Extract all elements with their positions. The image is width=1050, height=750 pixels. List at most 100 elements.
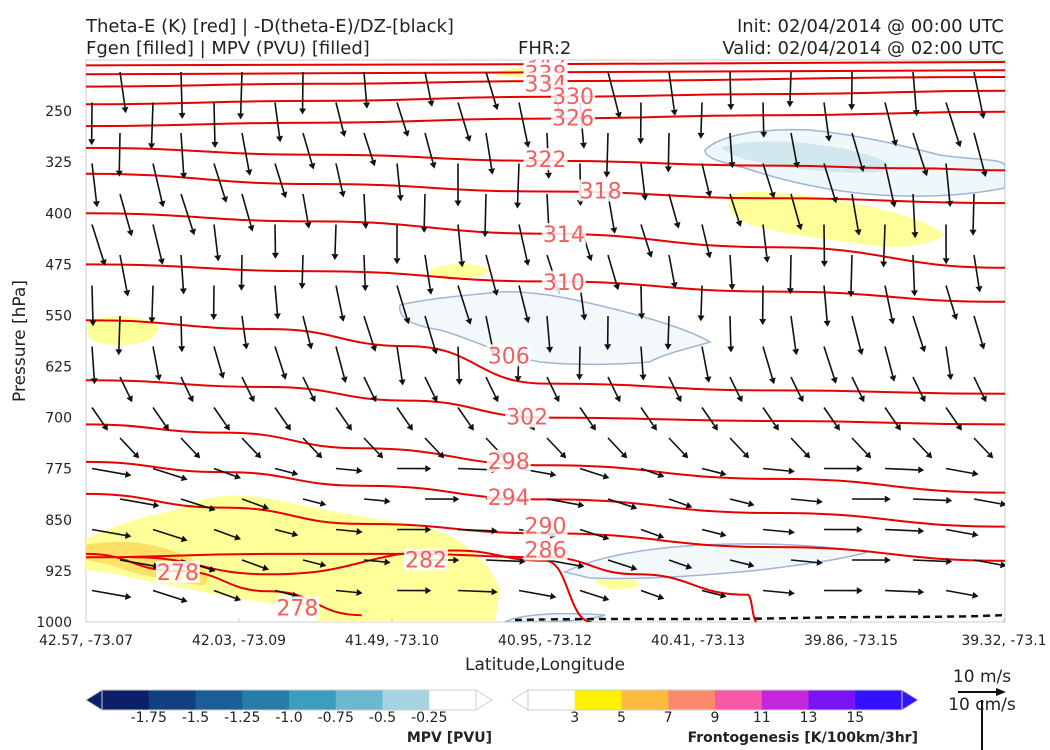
- wind-vector-head-26: [760, 131, 768, 138]
- wind-vector-191: [790, 437, 807, 455]
- wind-vector-head-253: [946, 557, 953, 565]
- wind-vector-98: [607, 254, 618, 285]
- theta-e-label-bg-10: [505, 405, 550, 428]
- wind-vector-62: [241, 193, 252, 227]
- wind-vector-head-29: [955, 140, 962, 148]
- wind-vector-22: [518, 102, 528, 142]
- wind-vector-head-268: [918, 588, 925, 596]
- wind-vector-head-235: [719, 530, 727, 538]
- wind-vector-head-4: [363, 102, 370, 109]
- wind-vector-head-140: [398, 379, 406, 386]
- wind-vector-head-259: [356, 589, 363, 596]
- wind-vector-264: [640, 589, 659, 598]
- wind-vector-head-219: [685, 502, 693, 509]
- wind-vector-head-127: [546, 346, 554, 353]
- wind-vector-136: [152, 346, 160, 376]
- mpv-colorbar-swatch-6: [382, 690, 430, 710]
- wind-vector-109: [335, 285, 344, 316]
- mpv-colorbar-swatch-1: [148, 690, 196, 710]
- wind-vector-head-129: [664, 343, 672, 350]
- wind-vector-102: [850, 254, 853, 292]
- wind-vector-244: [363, 559, 385, 563]
- wind-vector-head-263: [602, 594, 610, 602]
- mpv-colorbar-tick-4: -0.75: [318, 710, 354, 726]
- wind-vector-141: [457, 346, 460, 380]
- wind-vector-head-63: [304, 222, 312, 229]
- wind-vector-head-83: [586, 254, 593, 262]
- wind-vector-head-94: [361, 285, 369, 292]
- wind-vector-204: [640, 467, 659, 476]
- wind-vector-239: [945, 528, 973, 536]
- wind-vector-46: [152, 163, 163, 202]
- mpv-colorbar-tick-6: -0.25: [411, 710, 447, 726]
- mpv-colorbar-swatch-2: [195, 690, 243, 710]
- wind-vector-head-27: [825, 135, 832, 142]
- wind-vector-108: [274, 285, 279, 314]
- theta-e-label-bg-8: [541, 270, 586, 293]
- wind-vector-head-112: [523, 316, 531, 324]
- wind-vector-head-261: [491, 588, 498, 596]
- wind-vector-head-262: [549, 592, 557, 600]
- wind-vector-56: [762, 163, 773, 193]
- wind-vector-head-249: [685, 563, 693, 570]
- wind-vector-head-101: [786, 288, 794, 295]
- wind-vector-162: [851, 376, 863, 398]
- wind-vector-head-230: [425, 526, 432, 534]
- wind-vector-head-224: [1000, 500, 1005, 508]
- y-tick-label-3: 475: [45, 257, 72, 273]
- wind-vector-head-192: [864, 451, 872, 459]
- wind-vector-head-209: [972, 469, 979, 477]
- wind-vector-0: [119, 71, 126, 108]
- wind-vector-96: [485, 254, 497, 291]
- wind-vector-head-166: [162, 423, 169, 431]
- wind-vector-82: [518, 224, 528, 261]
- x-tick-label-4: 40.41, -73.13: [651, 633, 745, 649]
- wind-vector-169: [335, 407, 350, 427]
- wind-vector-35: [424, 132, 434, 164]
- wind-vector-head-177: [833, 423, 840, 431]
- wind-vector-head-146: [769, 377, 776, 385]
- wind-vector-head-34: [369, 159, 377, 167]
- wind-vector-head-207: [856, 465, 863, 473]
- wind-vector-218: [607, 498, 632, 508]
- y-tick-label-5: 625: [45, 360, 72, 376]
- wind-vector-head-241: [208, 566, 216, 573]
- wind-vector-head-59: [946, 200, 954, 207]
- wind-vector-88: [882, 224, 886, 262]
- wind-vector-head-152: [248, 395, 255, 403]
- wind-vector-103: [912, 254, 916, 291]
- wind-vector-258: [274, 589, 293, 596]
- wind-vector-head-245: [453, 556, 460, 564]
- wind-vector-head-208: [918, 466, 925, 474]
- wind-vector-112: [518, 285, 528, 318]
- wind-vector-161: [790, 376, 802, 398]
- wind-vector-201: [457, 467, 492, 471]
- wind-vector-73: [912, 193, 916, 233]
- static-stability-contour: [514, 613, 1005, 622]
- wind-vector-head-24: [637, 138, 645, 145]
- wind-vector-head-211: [208, 505, 216, 512]
- wind-vector-head-40: [728, 162, 736, 169]
- theta-e-label-bg-14: [523, 538, 568, 561]
- wind-vector-110: [396, 285, 408, 319]
- wind-vector-head-13: [912, 109, 920, 117]
- mpv-region-upperright-core: [720, 141, 889, 173]
- wind-vector-72: [851, 193, 859, 230]
- wind-vector-159: [668, 376, 680, 398]
- fgen-region-center: [430, 264, 490, 280]
- wind-vector-44: [973, 132, 985, 172]
- theta-e-line-298: [86, 423, 1005, 494]
- wind-vector-183: [302, 437, 319, 455]
- wind-vector-head-49: [338, 190, 346, 198]
- fgen-colorbar-swatch-1: [574, 690, 622, 710]
- wind-vector-156: [485, 376, 497, 398]
- wind-vector-head-169: [345, 423, 352, 431]
- wind-vector-11: [789, 71, 792, 102]
- wind-vector-head-113: [580, 314, 588, 321]
- wind-vector-head-66: [481, 231, 489, 238]
- wind-vector-81: [457, 224, 463, 262]
- wind-vector-140: [396, 346, 403, 380]
- x-tick-label-6: 39.32, -73.1: [961, 633, 1046, 649]
- wind-vector-head-74: [969, 229, 977, 236]
